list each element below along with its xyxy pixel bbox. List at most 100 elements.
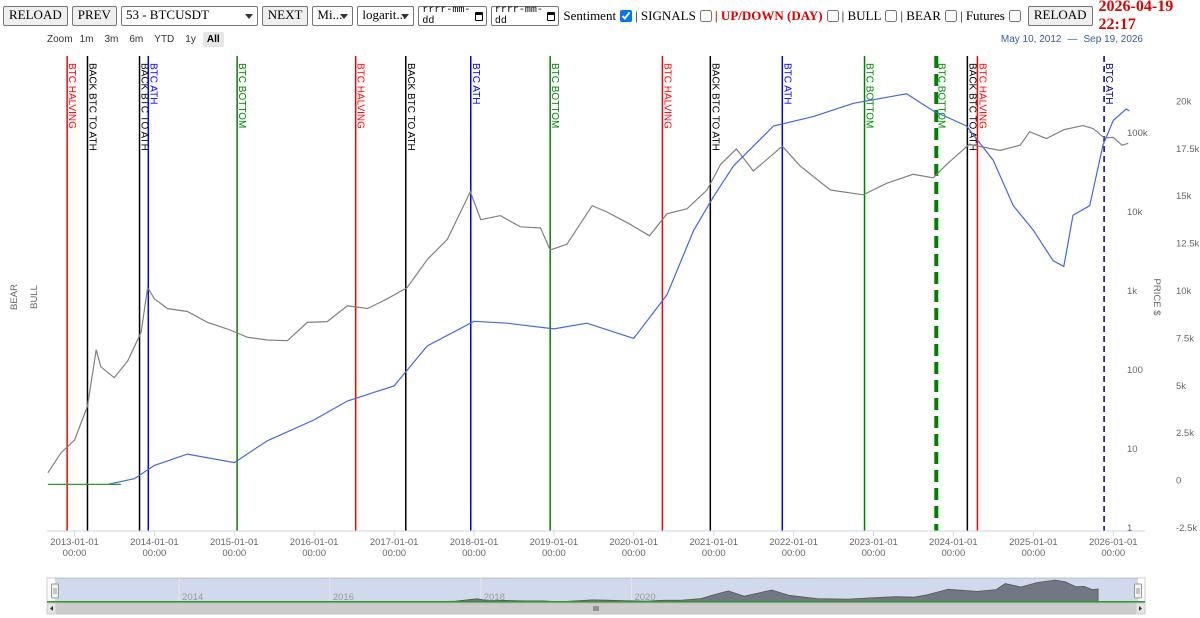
y-tick-label: 10k: [1127, 207, 1143, 218]
navigator-year: 2020: [634, 592, 655, 603]
y2-tick-label: 15k: [1176, 191, 1192, 202]
event-label: BTC HALVING: [355, 63, 366, 129]
reload-button[interactable]: RELOAD: [1027, 6, 1093, 26]
series-line: [107, 93, 1130, 485]
navigator-handle[interactable]: [51, 583, 59, 599]
date-to-input[interactable]: rrrr-mm-dd: [490, 5, 560, 27]
x-tick-label: 2015-01-01 00:00: [209, 537, 259, 559]
event-label: BACK BTC TO ATH: [139, 63, 150, 151]
date-from-input[interactable]: rrrr-mm-dd: [418, 5, 487, 27]
navigator-year: 2018: [484, 592, 505, 603]
x-tick-label: 2025-01-01 00:00: [1009, 537, 1058, 559]
option-label: | Futures: [959, 8, 1005, 23]
option-checkbox[interactable]: [1008, 10, 1021, 22]
option: | BEAR: [900, 8, 960, 24]
zoom-button[interactable]: YTD: [154, 34, 175, 45]
y-tick-label: 10: [1127, 444, 1138, 455]
range-display: May 10, 2012 — Sep 19, 2026: [995, 34, 1143, 45]
option: Sentiment: [563, 8, 635, 24]
zoom-button[interactable]: 6m: [129, 34, 144, 45]
scale-select[interactable]: logarit...: [357, 6, 415, 26]
option-checkbox[interactable]: [620, 10, 633, 22]
y2-tick-label: 12.5k: [1176, 239, 1199, 250]
event-label: BTC ATH: [1103, 63, 1114, 104]
y-tick-label: 100: [1127, 365, 1143, 376]
navigator-year: 2014: [182, 592, 203, 603]
x-tick-label: 2020-01-01 00:00: [609, 537, 659, 559]
option-checkbox[interactable]: [885, 10, 898, 22]
x-tick-label: 2017-01-01 00:00: [369, 537, 419, 559]
option-label: | SIGNALS: [635, 8, 696, 23]
event-label: BTC ATH: [781, 63, 792, 104]
option-label: Sentiment: [563, 8, 617, 23]
zoom-bar: Zoom 1m 3m 6m YTD 1y All: [47, 32, 224, 47]
event-label: BACK BTC TO ATH: [405, 63, 416, 151]
y2-tick-label: -2.5k: [1176, 523, 1197, 534]
option: | Futures: [960, 8, 1024, 24]
zoom-button[interactable]: 3m: [104, 34, 119, 45]
event-label: BTC BOTTOM: [236, 63, 247, 128]
y2-tick-label: 0: [1176, 476, 1181, 487]
option: | BULL: [842, 8, 901, 24]
zoom-button[interactable]: All: [202, 32, 224, 47]
zoom-label: Zoom: [47, 34, 73, 45]
calendar-icon: [547, 11, 556, 21]
toolbar: RELOAD PREV 53 - BTCUSDT NEXT Mi... loga…: [3, 0, 1200, 33]
zoom-button[interactable]: 1y: [185, 34, 196, 45]
event-label: BTC BOTTOM: [935, 63, 946, 128]
navigator-year: 2016: [333, 592, 354, 603]
next-button[interactable]: NEXT: [261, 6, 309, 26]
event-label: BTC ATH: [147, 63, 158, 104]
y-tick-label: 1: [1127, 523, 1132, 534]
x-tick-label: 2013-01-01 00:00: [50, 537, 99, 559]
option-label: | BEAR: [900, 8, 941, 23]
x-tick-label: 2014-01-01 00:00: [130, 537, 179, 559]
arrow-icon: [1139, 606, 1142, 611]
option-checkbox[interactable]: [826, 10, 839, 22]
y-tick-label: 1k: [1127, 286, 1137, 297]
series-line: [47, 124, 1129, 474]
x-tick-label: 2022-01-01 00:00: [769, 537, 818, 559]
y2-tick-label: 17.5k: [1176, 144, 1199, 155]
prev-button[interactable]: PREV: [71, 6, 117, 26]
x-tick-label: 2016-01-01 00:00: [289, 537, 339, 559]
arrow-icon: [50, 606, 53, 611]
options: Sentiment | SIGNALS | UP/DOWN (DAY) | BULL |…: [563, 8, 1023, 24]
option-checkbox[interactable]: [944, 10, 957, 22]
option-label: | UP/DOWN (DAY): [714, 8, 823, 23]
event-label: BACK BTC TO ATH: [86, 63, 97, 151]
range-separator: —: [1067, 34, 1078, 45]
left-axis-label: BEAR: [9, 284, 20, 310]
symbol-select[interactable]: 53 - BTCUSDT: [120, 6, 258, 26]
timestamp: 2026-04-19 22:17: [1098, 0, 1174, 33]
left-axis-label: BULL: [29, 285, 40, 309]
option: | SIGNALS: [635, 8, 715, 24]
y2-tick-label: 5k: [1176, 381, 1186, 392]
date-placeholder: rrrr-mm-dd: [422, 5, 471, 27]
calendar-icon: [474, 11, 483, 21]
y2-tick-label: 20k: [1176, 96, 1192, 107]
option: | UP/DOWN (DAY): [715, 8, 842, 24]
reload-button[interactable]: RELOAD: [3, 6, 68, 26]
x-tick-label: 2021-01-01 00:00: [689, 537, 739, 559]
event-label: BTC ATH: [470, 63, 481, 104]
navigator-handle[interactable]: [1134, 583, 1142, 599]
interval-select[interactable]: Mi...: [312, 6, 354, 26]
x-tick-label: 2019-01-01 00:00: [529, 537, 579, 559]
y2-tick-label: 2.5k: [1176, 428, 1194, 439]
x-tick-label: 2026-01-01 00:00: [1088, 537, 1138, 559]
option-label: | BULL: [841, 8, 882, 23]
event-label: BTC BOTTOM: [549, 63, 560, 128]
date-placeholder: rrrr-mm-dd: [494, 5, 543, 27]
y-tick-label: 100k: [1127, 128, 1148, 139]
y2-tick-label: 10k: [1176, 286, 1192, 297]
zoom-button[interactable]: 1m: [79, 34, 94, 45]
option-checkbox[interactable]: [699, 10, 712, 22]
range-from: May 10, 2012: [1000, 34, 1062, 45]
x-tick-label: 2024-01-01 00:00: [929, 537, 978, 559]
x-tick-label: 2018-01-01 00:00: [449, 537, 499, 559]
y2-tick-label: 7.5k: [1176, 333, 1194, 344]
